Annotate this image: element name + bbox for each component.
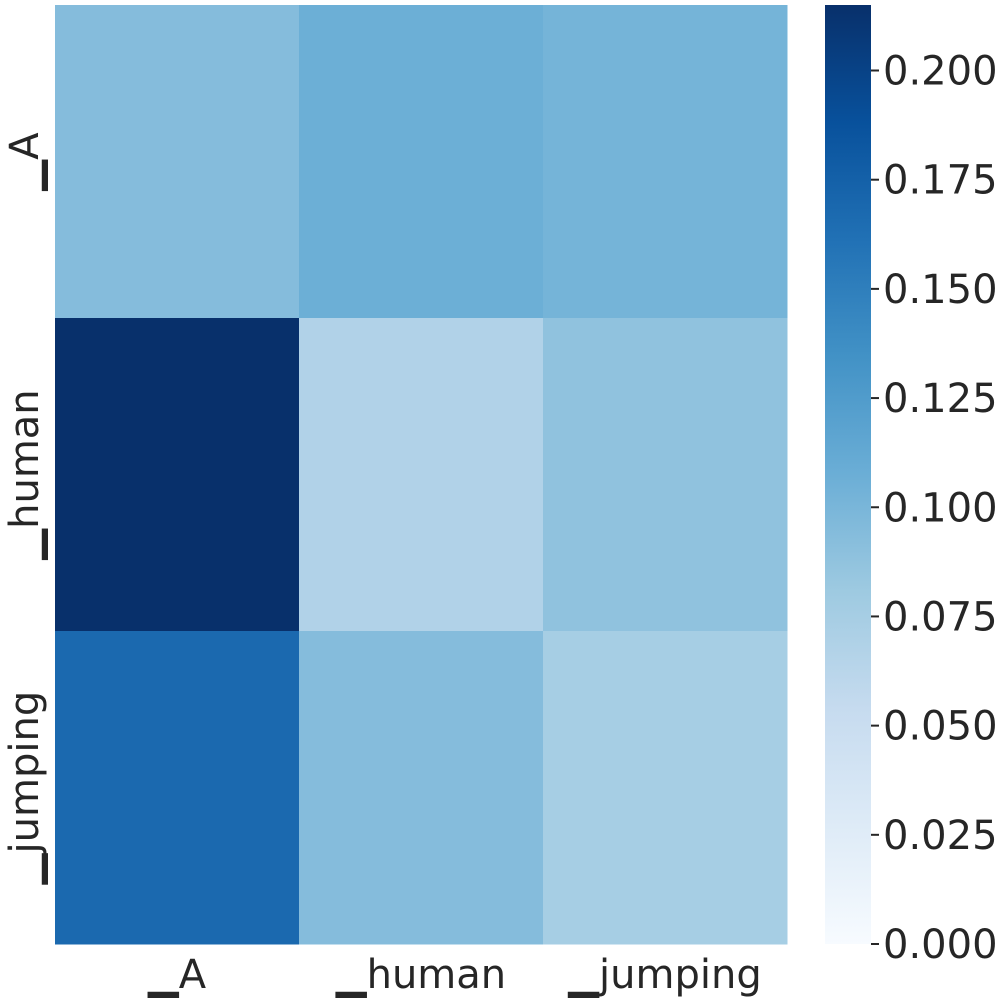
colorbar-gradient: [825, 5, 871, 944]
x-tick-label: ▁jumping: [567, 952, 761, 998]
heatmap-cell-r1-c0: [55, 318, 300, 632]
heatmap-cell-r1-c1: [299, 318, 544, 632]
heatmap-cell-r0-c1: [299, 5, 544, 319]
colorbar-tick-label: 0.125: [883, 376, 998, 422]
colorbar-tick-label: 0.050: [883, 704, 998, 750]
colorbar-tick-label: 0.025: [883, 813, 998, 859]
heatmap-cell-r1-c2: [543, 318, 788, 632]
x-axis-ticks: ▁A ▁human ▁jumping: [147, 952, 762, 998]
colorbar-tick-label: 0.000: [883, 922, 998, 968]
colorbar-tick-label: 0.075: [883, 594, 998, 640]
y-tick-label: ▁human: [2, 389, 48, 560]
x-tick-label: ▁A: [147, 952, 207, 998]
colorbar-tick-label: 0.200: [883, 49, 998, 95]
colorbar-tick-label: 0.100: [883, 485, 998, 531]
colorbar-tick-label: 0.175: [883, 158, 998, 204]
heatmap-cell-r2-c1: [299, 631, 544, 945]
colorbar: 0.000 0.025 0.050 0.075 0.100 0.125 0.150 0.175…: [825, 5, 998, 968]
y-axis-ticks: ▁A ▁human ▁jumping: [2, 132, 48, 885]
x-tick-label: ▁human: [335, 952, 506, 998]
heatmap-cell-r0-c2: [543, 5, 788, 319]
heatmap-cells: [55, 5, 788, 945]
y-tick-label: ▁jumping: [2, 691, 48, 885]
heatmap-cell-r2-c2: [543, 631, 788, 945]
y-tick-label: ▁A: [2, 132, 48, 192]
colorbar-tick-label: 0.150: [883, 267, 998, 313]
colorbar-ticks: 0.000 0.025 0.050 0.075 0.100 0.125 0.150 0.175…: [871, 49, 998, 968]
heatmap-cell-r0-c0: [55, 5, 300, 319]
heatmap-cell-r2-c0: [55, 631, 300, 945]
